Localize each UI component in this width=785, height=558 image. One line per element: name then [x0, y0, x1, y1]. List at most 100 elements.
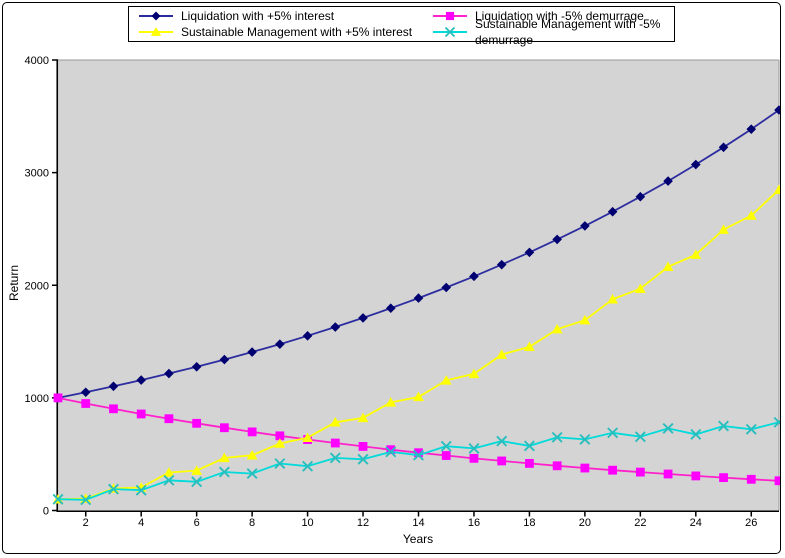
series-marker-liquidation-minus5-demurrage — [109, 404, 118, 414]
series-marker-sustainable-plus5-interest — [385, 397, 397, 407]
series-marker-liquidation-minus5-demurrage — [663, 469, 673, 479]
y-tick-label: 2000 — [25, 280, 49, 292]
series-marker-liquidation-plus5-interest — [441, 282, 452, 293]
legend-sample-marker — [151, 11, 161, 21]
legend-sample-marker — [150, 27, 162, 36]
series-marker-sustainable-plus5-interest — [440, 375, 452, 385]
x-tick-label: 2 — [83, 517, 89, 529]
series-marker-sustainable-plus5-interest — [551, 323, 563, 334]
series-marker-sustainable-plus5-interest — [357, 412, 369, 423]
x-tick-label: 20 — [579, 517, 591, 529]
series-marker-sustainable-minus5-demurrage — [107, 483, 119, 495]
legend-item-liquidation-minus5-demurrage: Liquidation with -5% demurrage — [432, 8, 670, 24]
series-marker-liquidation-minus5-demurrage — [247, 427, 257, 437]
legend-sample-marker — [444, 26, 456, 38]
series-marker-liquidation-minus5-demurrage — [441, 451, 451, 460]
series-marker-liquidation-minus5-demurrage — [635, 467, 645, 477]
series-marker-liquidation-plus5-interest — [746, 124, 757, 134]
series-marker-sustainable-minus5-demurrage — [163, 474, 175, 486]
series-marker-liquidation-minus5-demurrage — [164, 414, 174, 424]
series-marker-liquidation-minus5-demurrage — [525, 459, 534, 468]
series-marker-liquidation-minus5-demurrage — [497, 456, 507, 466]
y-tick-label: 0 — [43, 506, 49, 518]
series-marker-sustainable-minus5-demurrage — [302, 460, 314, 472]
series-marker-liquidation-minus5-demurrage — [469, 453, 479, 463]
series-marker-sustainable-minus5-demurrage — [80, 494, 92, 506]
series-marker-liquidation-plus5-interest — [247, 347, 257, 357]
series-marker-sustainable-plus5-interest — [607, 294, 619, 304]
series-marker-sustainable-minus5-demurrage — [329, 452, 341, 464]
x-tick-label: 22 — [634, 517, 646, 529]
legend-item-sustainable-plus5-interest: Sustainable Management with +5% interest — [138, 24, 432, 40]
series-marker-liquidation-minus5-demurrage — [136, 409, 146, 419]
series-marker-liquidation-plus5-interest — [275, 339, 285, 349]
series-marker-liquidation-minus5-demurrage — [386, 445, 396, 455]
x-tick-label: 18 — [523, 517, 535, 529]
y-tick-label: 3000 — [25, 168, 49, 180]
series-marker-liquidation-plus5-interest — [496, 259, 507, 270]
legend-sample-x-icon — [433, 26, 467, 38]
series-marker-liquidation-minus5-demurrage — [81, 399, 91, 408]
series-marker-sustainable-minus5-demurrage — [579, 433, 591, 445]
series-marker-sustainable-plus5-interest — [246, 450, 258, 460]
legend: Liquidation with +5% interest Liquidatio… — [128, 6, 675, 47]
series-marker-sustainable-minus5-demurrage — [634, 431, 646, 443]
series-marker-liquidation-plus5-interest — [607, 206, 618, 217]
series-marker-sustainable-minus5-demurrage — [357, 453, 369, 465]
series-marker-sustainable-minus5-demurrage — [662, 422, 674, 434]
series-marker-liquidation-minus5-demurrage — [746, 474, 756, 484]
series-marker-liquidation-minus5-demurrage — [358, 442, 368, 451]
series-marker-liquidation-plus5-interest — [108, 381, 119, 392]
x-tick-label: 6 — [194, 517, 200, 529]
series-marker-sustainable-plus5-interest — [634, 283, 646, 293]
y-axis-title: Return — [7, 264, 21, 302]
series-marker-sustainable-minus5-demurrage — [523, 440, 535, 452]
series-marker-liquidation-minus5-demurrage — [219, 423, 229, 433]
series-marker-liquidation-plus5-interest — [718, 142, 729, 153]
series-marker-sustainable-minus5-demurrage — [385, 446, 397, 458]
x-tick-label: 24 — [690, 517, 702, 529]
series-marker-liquidation-plus5-interest — [691, 159, 701, 170]
x-tick-label: 26 — [745, 517, 757, 529]
series-marker-sustainable-plus5-interest — [773, 184, 780, 194]
series-marker-sustainable-plus5-interest — [302, 432, 313, 442]
x-tick-label: 10 — [301, 517, 313, 529]
series-marker-sustainable-minus5-demurrage — [718, 420, 730, 432]
series-marker-liquidation-minus5-demurrage — [719, 473, 728, 483]
legend-item-liquidation-plus5-interest: Liquidation with +5% interest — [138, 8, 432, 24]
series-marker-liquidation-plus5-interest — [663, 176, 673, 186]
series-marker-sustainable-plus5-interest — [329, 417, 341, 427]
series-marker-sustainable-plus5-interest — [579, 314, 591, 325]
x-tick-label: 14 — [412, 517, 424, 529]
x-tick-label: 12 — [357, 517, 369, 529]
series-marker-liquidation-plus5-interest — [80, 387, 91, 398]
legend-label: Liquidation with +5% interest — [181, 9, 335, 23]
series-marker-liquidation-minus5-demurrage — [53, 393, 63, 403]
series-marker-sustainable-plus5-interest — [524, 341, 535, 352]
series-marker-sustainable-plus5-interest — [274, 438, 286, 448]
series-marker-liquidation-plus5-interest — [385, 303, 396, 314]
series-marker-liquidation-plus5-interest — [219, 354, 230, 365]
series-marker-sustainable-minus5-demurrage — [468, 442, 480, 454]
series-marker-sustainable-minus5-demurrage — [551, 431, 563, 443]
series-marker-liquidation-minus5-demurrage — [330, 438, 340, 448]
series-marker-sustainable-minus5-demurrage — [274, 458, 286, 470]
legend-label: Sustainable Management with +5% interest — [181, 25, 413, 39]
series-marker-sustainable-plus5-interest — [218, 452, 230, 463]
series-marker-liquidation-minus5-demurrage — [774, 476, 780, 486]
series-marker-liquidation-minus5-demurrage — [275, 431, 285, 441]
legend-sample-square-icon — [433, 11, 467, 21]
series-marker-liquidation-plus5-interest — [136, 375, 146, 385]
series-marker-sustainable-plus5-interest — [191, 465, 203, 475]
series-marker-sustainable-plus5-interest — [413, 391, 424, 402]
series-marker-liquidation-plus5-interest — [635, 191, 646, 202]
y-tick-label: 4000 — [25, 55, 49, 67]
legend-label: Sustainable Management with -5% demurrag… — [475, 17, 661, 47]
series-marker-liquidation-plus5-interest — [774, 105, 780, 115]
series-marker-sustainable-minus5-demurrage — [246, 468, 258, 480]
series-marker-liquidation-plus5-interest — [191, 361, 202, 372]
plot-area — [58, 60, 779, 511]
legend-sample-diamond-icon — [139, 11, 173, 21]
series-marker-sustainable-minus5-demurrage — [690, 428, 702, 440]
